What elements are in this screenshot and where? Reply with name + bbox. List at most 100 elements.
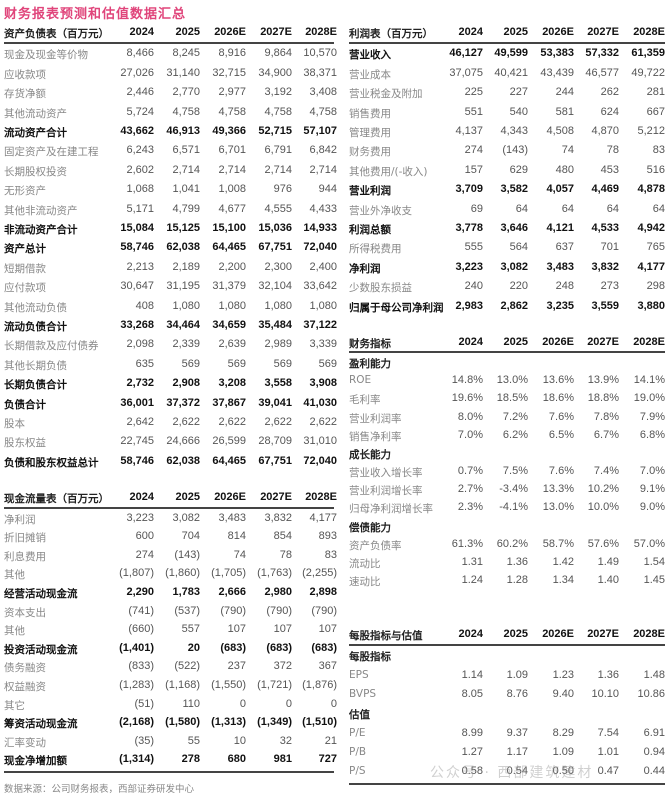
cell-value: 3,408 [309, 86, 337, 99]
cell-value: 2,908 [172, 377, 200, 390]
row-label: 归母净利润增长率 [349, 503, 433, 516]
cell-value: -4.1% [499, 501, 528, 514]
cell-value: 18.6% [542, 392, 574, 405]
cell-value: 2,622 [309, 416, 337, 428]
cell-value: 7.8% [593, 410, 619, 423]
cell-value: 6,791 [264, 144, 292, 157]
cell-value: 7.54 [597, 726, 619, 739]
cell-value: 7.0% [457, 428, 483, 441]
row-label: 盈利能力 [349, 358, 391, 371]
cell-value: 408 [135, 299, 154, 312]
cell-value: 20 [187, 641, 200, 654]
cell-value: 3,235 [546, 299, 574, 312]
row-label: 无形资产 [4, 185, 46, 198]
cell-value: 39,041 [258, 396, 292, 409]
cell-value: 6,701 [218, 144, 246, 157]
cell-value: 15,036 [258, 222, 292, 234]
row-label: 毛利率 [349, 394, 381, 407]
cell-value: 1,783 [172, 586, 200, 598]
cell-value: 3,192 [264, 86, 292, 99]
cell-value: 600 [135, 530, 154, 543]
row-label: BVPS [349, 687, 377, 700]
cell-value: 7.6% [548, 410, 574, 423]
cell-value: (2,255) [302, 567, 337, 580]
cell-value: 15,125 [166, 222, 200, 234]
cell-value: 4,799 [172, 202, 200, 215]
row-label: ROE [349, 374, 372, 387]
cell-value: 64 [515, 202, 528, 215]
year-header: 2028E [305, 26, 337, 38]
cell-value: 31,140 [166, 66, 200, 79]
row-label: 利润总额 [349, 224, 391, 236]
cell-value: 13.0% [542, 501, 574, 514]
cell-value: (143) [502, 144, 528, 157]
row-label: 利息费用 [4, 550, 46, 563]
cell-value: 4,177 [309, 511, 337, 524]
year-header: 2027E [260, 26, 292, 38]
cell-value: 2,862 [500, 299, 528, 312]
cell-value: 78 [606, 144, 619, 157]
cell-value: 53,383 [540, 47, 574, 60]
row-label: 净利润 [4, 513, 36, 526]
cell-value: 46,127 [449, 47, 483, 60]
row-label: 现金净增加额 [4, 755, 67, 768]
cell-value: (1,550) [211, 679, 246, 691]
cell-value: 32 [279, 734, 292, 747]
cell-value: 0 [239, 697, 246, 710]
cell-value: 667 [646, 105, 665, 118]
cell-value: 225 [464, 86, 483, 99]
cell-value: 557 [181, 623, 200, 636]
row-label: 流动负债合计 [4, 321, 67, 333]
year-header: 2025 [503, 26, 528, 38]
cell-value: 3,832 [591, 260, 619, 273]
row-label: 营业收入 [349, 49, 391, 62]
cell-value: 107 [318, 623, 337, 636]
cell-value: 569 [181, 357, 200, 370]
cell-value: 8.29 [552, 726, 574, 739]
cell-value: 57.6% [587, 537, 619, 550]
row-label: 成长能力 [349, 448, 391, 461]
row-label: 负债合计 [4, 398, 46, 411]
cell-value: 64,465 [212, 241, 246, 254]
year-header: 2027E [260, 491, 292, 503]
cell-value: (790) [220, 604, 246, 617]
cell-value: 4,121 [546, 222, 574, 234]
cell-value: (1,876) [302, 679, 337, 691]
row-label: 筹资活动现金流 [4, 718, 78, 731]
cell-value: 1.34 [552, 573, 574, 586]
cell-value: 262 [600, 86, 619, 99]
cell-value: 32,715 [212, 66, 246, 79]
cell-value: 7.5% [502, 465, 528, 478]
cell-value: 2,622 [172, 416, 200, 428]
cell-value: 1,008 [218, 183, 246, 196]
year-header: 2026E [214, 26, 246, 38]
cell-value: 0.7% [457, 465, 483, 478]
cell-value: 7.6% [548, 465, 574, 478]
cell-value: 3,483 [546, 260, 574, 273]
cell-value: 555 [464, 241, 483, 254]
cell-value: 13.9% [587, 374, 619, 387]
cell-value: 1,041 [172, 183, 200, 196]
cell-value: 62,038 [166, 241, 200, 254]
cell-value: 22,745 [120, 435, 154, 448]
cell-value: 2,189 [172, 260, 200, 273]
cell-value: 64,465 [212, 454, 246, 467]
cell-value: 57.0% [633, 537, 665, 550]
cell-value: 2,400 [309, 260, 337, 273]
cell-value: (1,314) [119, 753, 154, 766]
cell-value: 4,137 [455, 125, 483, 137]
cell-value: 6,571 [172, 144, 200, 157]
cell-value: 28,709 [258, 435, 292, 448]
cell-value: 1.49 [597, 555, 619, 568]
cell-value: 3,208 [218, 377, 246, 390]
row-label: 流动资产合计 [4, 127, 67, 139]
cell-value: (1,860) [165, 567, 200, 580]
cell-value: 69 [470, 202, 483, 215]
table-header-label: 现金流量表（百万元） [4, 493, 109, 505]
cell-value: 33,268 [120, 319, 154, 331]
cell-value: (1,763) [257, 567, 292, 580]
cell-value: 3,223 [126, 511, 154, 524]
cell-value: 2,213 [126, 260, 154, 273]
cell-value: (1,349) [257, 716, 292, 729]
row-label: 营业外净收支 [349, 204, 412, 217]
